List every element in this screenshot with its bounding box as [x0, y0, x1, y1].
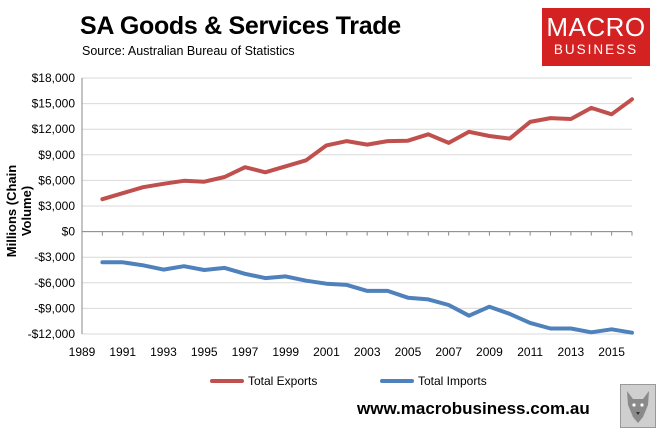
- macrobusiness-logo[interactable]: MACRO BUSINESS: [542, 8, 650, 66]
- data-point: [467, 130, 471, 134]
- data-point: [324, 143, 328, 147]
- data-point: [141, 263, 145, 267]
- data-point: [549, 116, 553, 120]
- y-tick-label: $18,000: [32, 71, 76, 85]
- data-point: [223, 175, 227, 179]
- data-point: [182, 179, 186, 183]
- data-point: [202, 268, 206, 272]
- legend-label: Total Imports: [418, 374, 487, 388]
- data-point: [508, 137, 512, 141]
- y-tick-label: $9,000: [38, 148, 75, 162]
- data-point: [365, 143, 369, 147]
- y-tick-label: -$6,000: [34, 276, 75, 290]
- data-point: [263, 170, 267, 174]
- chart-source: Source: Australian Bureau of Statistics: [82, 44, 295, 58]
- data-point: [528, 321, 532, 325]
- data-point: [630, 331, 634, 335]
- data-point: [467, 314, 471, 318]
- logo-line-2: BUSINESS: [553, 42, 639, 57]
- x-tick-label: 2015: [598, 345, 625, 359]
- x-tick-label: 2003: [354, 345, 381, 359]
- y-tick-label: $3,000: [38, 199, 75, 213]
- x-tick-label: 1995: [191, 345, 218, 359]
- data-point: [447, 303, 451, 307]
- data-point: [304, 279, 308, 283]
- data-point: [243, 165, 247, 169]
- data-point: [121, 191, 125, 195]
- logo-line-1: MACRO: [546, 12, 646, 42]
- series-line-total-exports: [100, 97, 634, 202]
- x-tick-label: 2009: [476, 345, 503, 359]
- wolf-logo-icon: [620, 384, 656, 428]
- data-point: [610, 112, 614, 116]
- x-tick-label: 1993: [150, 345, 177, 359]
- y-tick-label: -$3,000: [34, 250, 75, 264]
- y-tick-label: $6,000: [38, 173, 75, 187]
- data-point: [161, 182, 165, 186]
- data-point: [630, 97, 634, 101]
- data-point: [406, 139, 410, 143]
- data-point: [263, 276, 267, 280]
- x-tick-label: 1999: [272, 345, 299, 359]
- data-point: [610, 327, 614, 331]
- x-tick-label: 2005: [395, 345, 422, 359]
- data-point: [569, 117, 573, 121]
- data-point: [284, 274, 288, 278]
- series-line-total-imports: [100, 260, 634, 335]
- data-point: [386, 139, 390, 143]
- legend-label: Total Exports: [248, 374, 317, 388]
- data-point: [426, 297, 430, 301]
- y-axis-title: Millions (Chain Volume): [4, 164, 34, 258]
- data-point: [324, 282, 328, 286]
- data-point: [202, 180, 206, 184]
- x-tick-label: 2011: [517, 345, 543, 359]
- data-point: [447, 141, 451, 145]
- chart-title: SA Goods & Services Trade: [80, 12, 401, 40]
- data-point: [365, 289, 369, 293]
- data-point: [141, 185, 145, 189]
- data-point: [284, 164, 288, 168]
- data-point: [345, 283, 349, 287]
- data-point: [406, 296, 410, 300]
- data-point: [121, 260, 125, 264]
- y-tick-label: $15,000: [32, 97, 76, 111]
- y-tick-label: $0: [62, 225, 76, 239]
- data-point: [100, 197, 104, 201]
- data-point: [345, 139, 349, 143]
- data-point: [528, 120, 532, 124]
- website-link[interactable]: www.macrobusiness.com.au: [357, 399, 590, 418]
- data-point: [549, 326, 553, 330]
- data-point: [243, 272, 247, 276]
- y-tick-label: $12,000: [32, 122, 76, 136]
- x-tick-label: 1997: [232, 345, 259, 359]
- data-point: [304, 158, 308, 162]
- data-point: [589, 106, 593, 110]
- data-point: [508, 312, 512, 316]
- data-point: [161, 268, 165, 272]
- x-tick-label: 2013: [558, 345, 585, 359]
- data-point: [487, 305, 491, 309]
- data-point: [589, 330, 593, 334]
- data-point: [223, 266, 227, 270]
- x-tick-label: 2001: [313, 345, 340, 359]
- data-point: [426, 132, 430, 136]
- x-tick-label: 2007: [435, 345, 462, 359]
- x-tick-label: 1991: [109, 345, 136, 359]
- y-tick-label: -$9,000: [34, 301, 75, 315]
- y-tick-label: -$12,000: [28, 327, 76, 341]
- data-point: [569, 326, 573, 330]
- data-point: [182, 264, 186, 268]
- x-tick-label: 1989: [69, 345, 96, 359]
- data-point: [386, 289, 390, 293]
- data-point: [100, 260, 104, 264]
- data-point: [487, 134, 491, 138]
